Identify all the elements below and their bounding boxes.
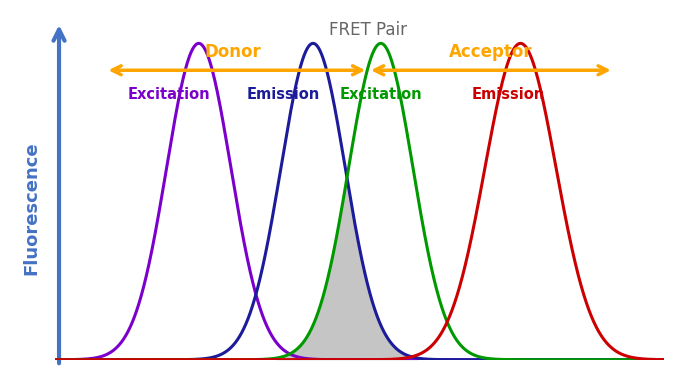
Text: Emission: Emission — [247, 87, 320, 102]
Text: Excitation: Excitation — [340, 87, 422, 102]
Text: Fluorescence: Fluorescence — [22, 141, 40, 275]
Text: Donor: Donor — [204, 43, 261, 61]
Text: FRET Pair: FRET Pair — [329, 21, 407, 39]
Text: Emission: Emission — [471, 87, 545, 102]
Text: Acceptor: Acceptor — [449, 43, 533, 61]
Text: Excitation: Excitation — [128, 87, 210, 102]
